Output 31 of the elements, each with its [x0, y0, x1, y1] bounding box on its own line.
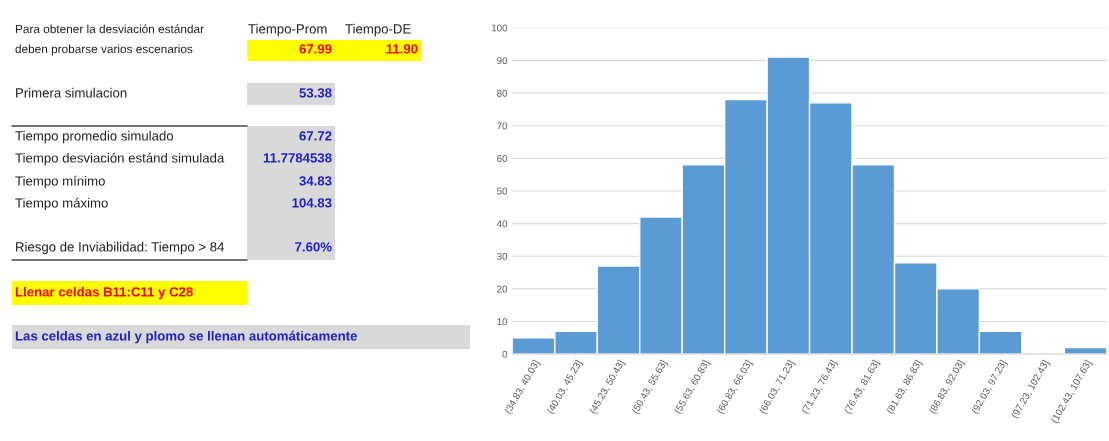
- text: 34.83: [299, 176, 332, 186]
- y-tick-label: 80: [497, 89, 508, 97]
- y-tick-label: 100: [492, 24, 508, 32]
- y-tick-label: 40: [496, 220, 508, 228]
- text: Para obtener la desviación estándar: [15, 24, 204, 34]
- text: 11.7784538: [263, 153, 332, 163]
- text: 11.90: [386, 44, 418, 54]
- text: Tiempo máximo: [15, 197, 108, 211]
- text: 104.83: [292, 198, 332, 208]
- y-tick-label: 60: [497, 155, 508, 162]
- text: 7.60%: [295, 242, 332, 252]
- y-tick-label: 50: [497, 187, 508, 195]
- text: Riesgo de Inviabilidad: Tiempo > 84: [16, 241, 225, 255]
- text: 53.38: [299, 88, 332, 98]
- y-tick-label: 90: [497, 57, 508, 65]
- y-tick-label: 30: [497, 252, 508, 260]
- text: 67.72: [299, 131, 332, 141]
- text: Tiempo desviación estánd simulada: [15, 152, 225, 166]
- text: 67.99: [299, 44, 332, 54]
- text: Tiempo promedio simulado: [15, 130, 174, 144]
- text: Tiempo-DE: [345, 23, 411, 37]
- text: Las celdas en azul y plomo se llenan automáticamente: [15, 330, 357, 344]
- y-tick-label: 20: [497, 285, 508, 293]
- text: deben probarse varios escenarios: [15, 44, 193, 56]
- text: Primera simulacion: [16, 87, 127, 98]
- text: Tiempo mínimo: [15, 175, 105, 189]
- y-tick-label: 70: [497, 122, 508, 130]
- y-tick-label: 0: [502, 350, 508, 358]
- text: Llenar celdas B11:C11 y C28: [15, 286, 193, 300]
- y-tick-label: 10: [497, 318, 508, 326]
- text: Tiempo-Prom: [248, 23, 327, 37]
